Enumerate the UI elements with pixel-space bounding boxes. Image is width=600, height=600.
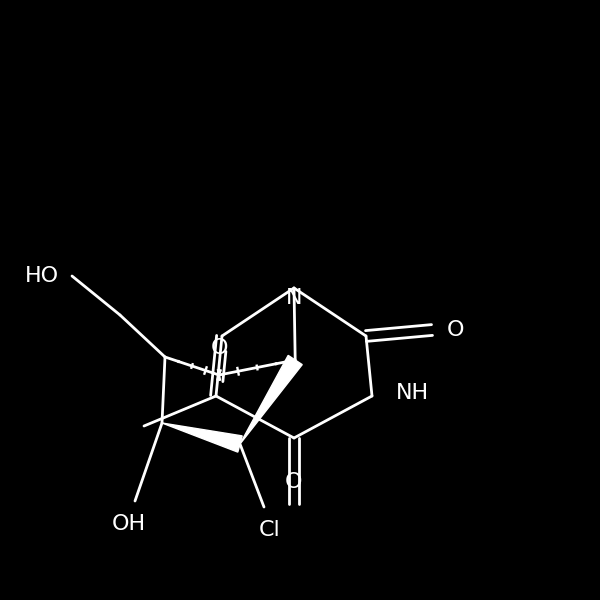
Polygon shape [162,423,242,452]
Text: O: O [285,472,303,492]
Text: OH: OH [112,514,146,534]
Text: O: O [447,320,464,340]
Text: Cl: Cl [259,520,281,540]
Text: HO: HO [25,266,59,286]
Text: NH: NH [396,383,429,403]
Polygon shape [240,355,302,444]
Text: N: N [286,288,302,308]
Text: O: O [210,338,228,358]
